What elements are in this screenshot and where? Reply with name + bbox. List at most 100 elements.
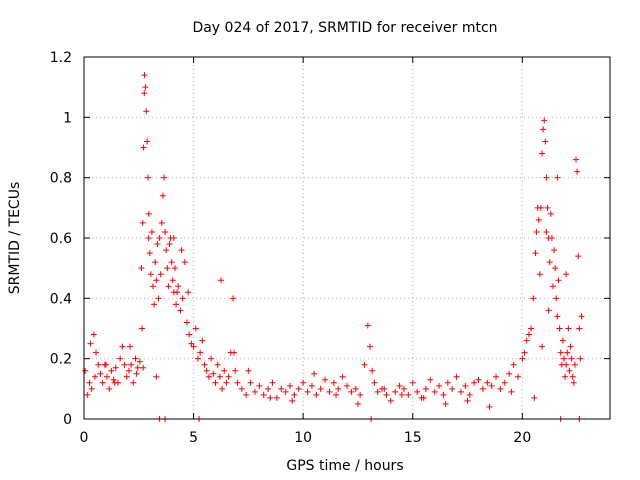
data-point [106,385,113,392]
data-point [295,385,302,392]
data-point [119,343,126,350]
grid [84,57,610,419]
data-point [260,391,267,398]
data-point [300,379,307,386]
data-point [486,403,493,410]
data-point [145,210,152,217]
data-point [138,265,145,272]
data-point [431,388,438,395]
data-point [575,253,582,260]
data-point [230,295,237,302]
data-point [578,313,585,320]
data-point [203,367,210,374]
data-point [539,150,546,157]
data-point [488,382,495,389]
data-point [317,385,324,392]
data-point [158,219,165,226]
data-point [82,367,89,374]
data-point [179,295,186,302]
data-point [405,391,412,398]
data-point [147,271,154,278]
data-point [348,388,355,395]
data-points [82,72,585,422]
x-tick-label: 10 [294,430,312,446]
data-point [102,361,109,368]
data-point [144,174,151,181]
data-point [531,394,538,401]
x-axis-label: GPS time / hours [286,458,403,474]
data-point [278,385,285,392]
data-point [186,331,193,338]
data-point [87,340,94,347]
data-point [181,259,188,266]
data-point [574,168,581,175]
data-point [352,385,359,392]
y-tick-label: 1.2 [50,50,72,66]
data-point [514,373,521,380]
data-point [153,373,160,380]
data-point [537,204,544,211]
data-point [427,376,434,383]
data-point [152,259,159,266]
data-point [136,358,143,365]
data-point [168,259,175,266]
data-point [530,295,537,302]
data-point [523,337,530,344]
data-point [519,355,526,362]
chart-title: Day 024 of 2017, SRMTID for receiver mtc… [192,20,497,36]
data-point [88,385,95,392]
data-point [164,265,171,272]
data-point [479,385,486,392]
data-point [267,394,274,401]
data-point [151,301,158,308]
data-point [308,382,315,389]
data-point [139,219,146,226]
data-point [553,295,560,302]
data-point [247,379,254,386]
data-point [383,391,390,398]
data-point [185,289,192,296]
data-point [177,307,184,314]
data-point [501,379,508,386]
data-point [117,355,124,362]
data-point [134,364,141,371]
data-point [221,367,228,374]
data-point [86,379,93,386]
data-point [141,72,148,79]
data-point [551,247,558,254]
data-point [566,367,573,374]
data-point [565,325,572,332]
data-point [238,385,245,392]
data-point [159,192,166,199]
data-point [532,250,539,257]
data-point [169,277,176,284]
data-point [540,126,547,133]
data-point [555,277,562,284]
data-point [150,283,157,290]
data-point [265,385,272,392]
data-point [550,283,557,290]
data-point [245,367,252,374]
data-point [231,349,238,356]
data-point [573,156,580,163]
data-point [577,355,584,362]
data-point [335,385,342,392]
data-point [201,361,208,368]
data-point [475,376,482,383]
data-point [188,340,195,347]
data-point [214,361,221,368]
data-point [525,331,532,338]
data-point [567,343,574,350]
data-point [322,376,329,383]
data-point [545,307,552,314]
x-axis-ticks: 0 5 10 15 20 [80,57,531,446]
data-point [453,373,460,380]
data-point [396,382,403,389]
data-point [543,228,550,235]
data-point [563,271,570,278]
data-point [219,385,226,392]
data-point [536,271,543,278]
data-point [556,325,563,332]
y-tick-label: 0.2 [50,352,72,368]
